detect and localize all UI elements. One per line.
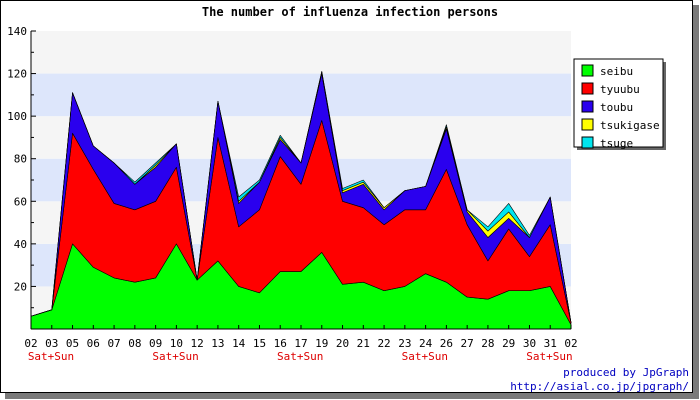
- x-tick-label: 17: [294, 337, 307, 350]
- legend-swatch-tsuge: [581, 136, 594, 149]
- x-tick-label: 24: [419, 337, 433, 350]
- chart-title: The number of influenza infection person…: [202, 5, 498, 19]
- legend: seibu tyuubu toubu tsukigase tsuge: [573, 58, 666, 150]
- x-tick-label: 26: [440, 337, 453, 350]
- y-tick-label: 60: [14, 195, 27, 208]
- credit-line-2[interactable]: http://asial.co.jp/jpgraph/: [510, 380, 689, 393]
- y-tick-label: 20: [14, 280, 27, 293]
- legend-label-tyuubu: tyuubu: [600, 83, 640, 96]
- x-tick-label: 07: [107, 337, 120, 350]
- area-tsuge: [30, 71, 572, 323]
- x-tick-label: 21: [357, 337, 370, 350]
- x-tick-label: 22: [377, 337, 390, 350]
- x-tick-label: 30: [523, 337, 536, 350]
- x-tick-label: 05: [66, 337, 79, 350]
- weekend-label: Sat+Sun: [277, 350, 323, 363]
- frame-shadow: [5, 393, 699, 399]
- frame-shadow: [693, 5, 699, 399]
- legend-label-seibu: seibu: [600, 65, 633, 78]
- weekend-label: Sat+Sun: [28, 350, 74, 363]
- y-tick-label: 80: [14, 153, 27, 166]
- x-tick-label: 31: [544, 337, 557, 350]
- y-tick-label: 120: [7, 68, 27, 81]
- y-tick-label: 140: [7, 25, 27, 38]
- x-tick-label: 23: [398, 337, 411, 350]
- credit-line-1: produced by JpGraph: [563, 366, 689, 379]
- x-tick-label: 19: [315, 337, 328, 350]
- x-tick-label: 28: [481, 337, 494, 350]
- area-series: [30, 71, 572, 330]
- x-tick-label: 29: [502, 337, 515, 350]
- legend-label-tsukigase: tsukigase: [600, 119, 660, 132]
- x-tick-label: 15: [253, 337, 266, 350]
- legend-swatch-tsukigase: [581, 118, 594, 131]
- x-tick-label: 16: [274, 337, 287, 350]
- weekend-label: Sat+Sun: [152, 350, 198, 363]
- x-tick-label: 06: [87, 337, 100, 350]
- legend-label-tsuge: tsuge: [600, 137, 633, 150]
- x-tick-label: 02: [24, 337, 37, 350]
- x-tick-label: 27: [461, 337, 474, 350]
- x-tick-label: 13: [211, 337, 224, 350]
- legend-swatch-tyuubu: [581, 82, 594, 95]
- legend-swatch-seibu: [581, 64, 594, 77]
- x-tick-label: 10: [170, 337, 183, 350]
- x-tick-label: 20: [336, 337, 349, 350]
- x-tick-label: 02: [564, 337, 577, 350]
- legend-label-toubu: toubu: [600, 101, 633, 114]
- plot-band: [31, 116, 571, 159]
- x-tick-label: 14: [232, 337, 246, 350]
- legend-swatch-toubu: [581, 100, 594, 113]
- plot-band: [31, 73, 571, 117]
- x-tick-label: 09: [149, 337, 162, 350]
- x-tick-label: 12: [191, 337, 204, 350]
- weekend-label: Sat+Sun: [526, 350, 572, 363]
- weekend-label: Sat+Sun: [402, 350, 448, 363]
- y-tick-label: 100: [7, 110, 27, 123]
- plot-band: [31, 31, 571, 74]
- x-tick-label: 03: [45, 337, 58, 350]
- y-tick-label: 40: [14, 238, 27, 251]
- x-tick-label: 08: [128, 337, 141, 350]
